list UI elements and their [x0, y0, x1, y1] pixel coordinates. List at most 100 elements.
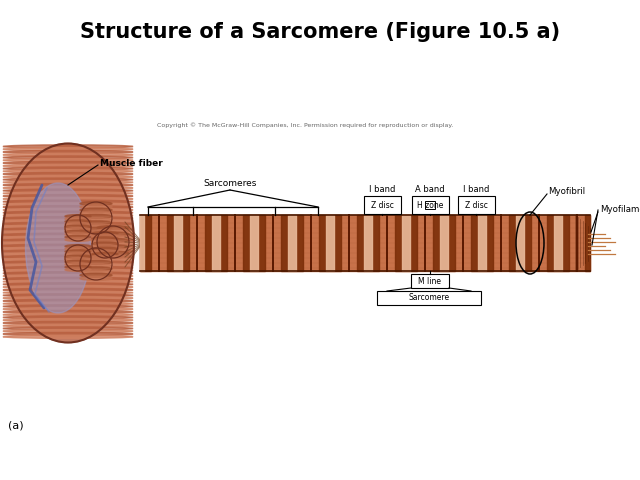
Ellipse shape	[65, 215, 91, 241]
Ellipse shape	[3, 150, 133, 154]
Ellipse shape	[80, 211, 112, 215]
Ellipse shape	[3, 186, 133, 190]
Ellipse shape	[3, 299, 133, 302]
Ellipse shape	[3, 148, 133, 151]
Ellipse shape	[3, 161, 133, 165]
Ellipse shape	[65, 228, 91, 231]
Ellipse shape	[3, 189, 133, 192]
Ellipse shape	[80, 227, 112, 231]
Ellipse shape	[65, 252, 91, 256]
Bar	[326, 215, 334, 271]
Ellipse shape	[3, 239, 133, 242]
Ellipse shape	[3, 327, 133, 330]
Ellipse shape	[65, 235, 91, 239]
Bar	[250, 215, 258, 271]
Ellipse shape	[92, 234, 118, 238]
Ellipse shape	[3, 266, 133, 269]
Ellipse shape	[3, 194, 133, 198]
Text: Z disc: Z disc	[465, 201, 488, 209]
Ellipse shape	[80, 261, 112, 264]
Ellipse shape	[65, 245, 91, 248]
Ellipse shape	[80, 251, 112, 255]
Ellipse shape	[80, 221, 112, 225]
Ellipse shape	[3, 313, 133, 316]
Bar	[364, 196, 401, 214]
Ellipse shape	[3, 145, 133, 148]
Ellipse shape	[3, 167, 133, 170]
Ellipse shape	[3, 330, 133, 333]
Bar	[458, 196, 495, 214]
Bar	[167, 215, 189, 271]
Ellipse shape	[3, 291, 133, 294]
Text: (a): (a)	[8, 420, 24, 430]
Bar	[288, 215, 296, 271]
Ellipse shape	[3, 297, 133, 300]
Bar	[412, 196, 449, 214]
Ellipse shape	[3, 272, 133, 275]
Bar	[547, 215, 569, 271]
Ellipse shape	[92, 255, 118, 258]
Ellipse shape	[65, 217, 91, 221]
Bar	[402, 215, 410, 271]
Ellipse shape	[3, 321, 133, 324]
Ellipse shape	[3, 205, 133, 209]
Ellipse shape	[80, 257, 112, 261]
Ellipse shape	[3, 208, 133, 212]
Ellipse shape	[3, 319, 133, 322]
Bar	[212, 215, 220, 271]
Ellipse shape	[80, 202, 112, 205]
Text: M line: M line	[419, 276, 442, 286]
Text: Myofilaments: Myofilaments	[600, 205, 640, 215]
Ellipse shape	[80, 273, 112, 277]
Ellipse shape	[92, 250, 118, 253]
Ellipse shape	[97, 241, 129, 246]
Bar	[319, 215, 341, 271]
Ellipse shape	[92, 232, 118, 235]
Ellipse shape	[3, 294, 133, 297]
Bar	[395, 215, 417, 271]
Ellipse shape	[2, 144, 134, 343]
Ellipse shape	[3, 203, 133, 206]
Ellipse shape	[65, 258, 91, 261]
Ellipse shape	[80, 248, 112, 280]
Bar	[585, 215, 590, 271]
Ellipse shape	[3, 214, 133, 217]
Ellipse shape	[65, 238, 91, 241]
Ellipse shape	[3, 269, 133, 272]
Bar	[411, 274, 449, 288]
Ellipse shape	[3, 252, 133, 256]
Bar	[281, 215, 303, 271]
Ellipse shape	[3, 332, 133, 336]
Ellipse shape	[3, 258, 133, 261]
Ellipse shape	[65, 245, 91, 271]
Ellipse shape	[3, 283, 133, 286]
Ellipse shape	[65, 233, 91, 236]
Text: Muscle fiber: Muscle fiber	[100, 158, 163, 168]
Ellipse shape	[3, 153, 133, 156]
Ellipse shape	[80, 215, 112, 218]
Ellipse shape	[3, 170, 133, 173]
Ellipse shape	[65, 260, 91, 264]
Ellipse shape	[3, 178, 133, 181]
Ellipse shape	[80, 267, 112, 271]
Ellipse shape	[3, 250, 133, 253]
Ellipse shape	[65, 265, 91, 269]
Ellipse shape	[3, 230, 133, 234]
Ellipse shape	[80, 264, 112, 268]
Ellipse shape	[3, 233, 133, 236]
Ellipse shape	[65, 255, 91, 258]
Ellipse shape	[3, 159, 133, 162]
Ellipse shape	[65, 250, 91, 253]
Ellipse shape	[3, 277, 133, 280]
Ellipse shape	[3, 211, 133, 214]
Ellipse shape	[65, 222, 91, 226]
Bar	[357, 215, 379, 271]
Ellipse shape	[3, 324, 133, 327]
Ellipse shape	[65, 225, 91, 228]
Ellipse shape	[3, 305, 133, 308]
Ellipse shape	[3, 244, 133, 247]
Ellipse shape	[65, 230, 91, 234]
Text: Sarcomere: Sarcomere	[408, 293, 449, 302]
Ellipse shape	[97, 251, 129, 255]
Ellipse shape	[92, 242, 118, 245]
